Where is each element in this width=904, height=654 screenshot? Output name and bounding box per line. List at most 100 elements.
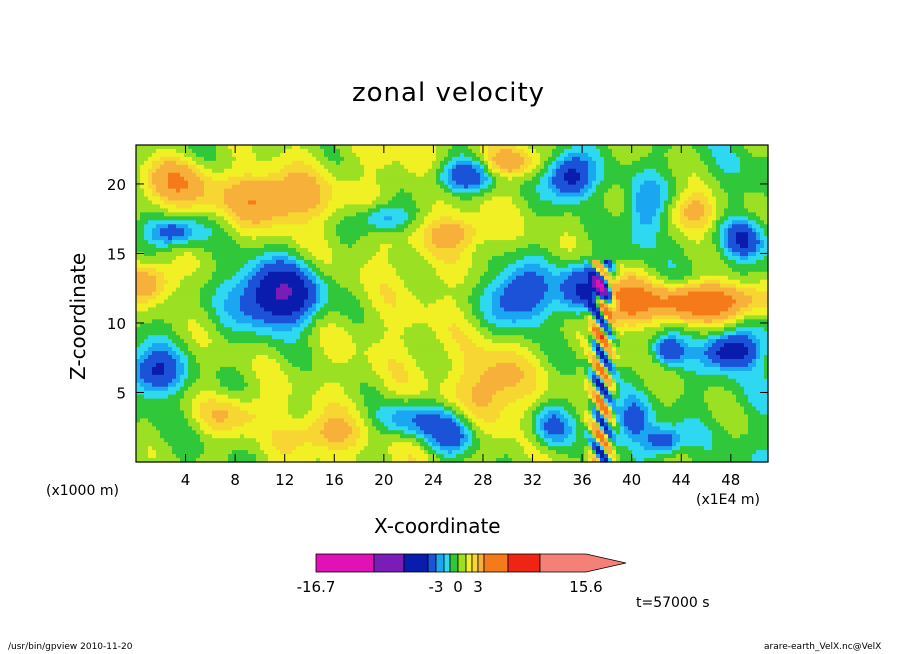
field-cell [576,232,581,237]
field-cell [744,156,749,162]
field-cell [580,192,585,198]
field-cell [444,188,449,194]
field-cell [764,176,769,182]
field-cell [164,196,169,202]
field-cell [212,212,217,217]
field-cell [608,220,613,225]
field-cell [732,263,737,269]
field-cell [172,259,177,265]
field-cell [160,152,165,158]
field-cell [752,248,757,253]
field-cell [408,196,413,202]
field-cell [464,236,469,241]
field-cell [628,212,633,217]
field-cell [732,168,737,174]
field-cell [616,148,621,154]
field-cell [156,212,161,217]
field-cell [664,145,669,150]
field-cell [580,156,585,162]
field-cell [748,145,753,150]
field-cell [720,168,725,174]
field-cell [368,251,373,257]
field-cell [568,176,573,182]
field-cell [556,232,561,237]
field-cell [472,240,477,245]
field-cell [680,168,685,174]
field-cell [468,180,473,186]
field-cell [448,184,453,190]
field-cell [612,212,617,217]
field-cell [160,236,165,241]
field-cell [604,204,609,209]
field-cell [448,200,453,206]
field-cell [476,255,481,261]
field-cell [396,196,401,202]
field-cell [388,204,393,209]
field-cell [264,240,269,245]
field-cell [428,259,433,265]
field-cell [348,164,353,170]
field-cell [240,160,245,166]
field-cell [544,212,549,217]
field-cell [296,228,301,233]
field-cell [360,216,365,221]
field-cell [332,172,337,178]
field-cell [656,172,661,178]
field-cell [172,224,177,229]
field-cell [304,152,309,158]
field-cell [336,212,341,217]
field-cell [332,240,337,245]
field-cell [320,208,325,213]
field-cell [748,156,753,162]
field-cell [652,156,657,162]
field-cell [524,156,529,162]
field-cell [748,216,753,221]
field-cell [480,220,485,225]
field-cell [688,248,693,253]
field-cell [576,216,581,221]
field-cell [384,172,389,178]
field-cell [172,212,177,217]
field-cell [388,145,393,150]
field-cell [156,228,161,233]
field-cell [444,216,449,221]
field-cell [712,156,717,162]
field-cell [176,224,181,229]
field-cell [300,212,305,217]
field-cell [328,251,333,257]
field-cell [364,240,369,245]
field-cell [432,180,437,186]
field-cell [248,172,253,178]
field-cell [672,220,677,225]
field-cell [268,168,273,174]
field-cell [300,244,305,249]
field-cell [408,251,413,257]
field-cell [328,255,333,261]
field-cell [396,216,401,221]
field-cell [460,200,465,206]
field-cell [304,156,309,162]
field-cell [560,232,565,237]
field-cell [168,228,173,233]
field-cell [440,248,445,253]
field-cell [520,255,525,261]
field-cell [348,240,353,245]
field-cell [748,232,753,237]
field-cell [156,196,161,202]
field-cell [400,172,405,178]
field-cell [692,145,697,150]
field-cell [292,220,297,225]
field-cell [616,145,621,150]
field-cell [324,196,329,202]
field-cell [440,216,445,221]
field-cell [628,192,633,198]
field-cell [724,263,729,269]
field-cell [428,248,433,253]
field-cell [416,152,421,158]
field-cell [148,180,153,186]
field-cell [628,168,633,174]
field-cell [216,200,221,206]
field-cell [620,263,625,269]
field-cell [244,251,249,257]
field-cell [396,220,401,225]
